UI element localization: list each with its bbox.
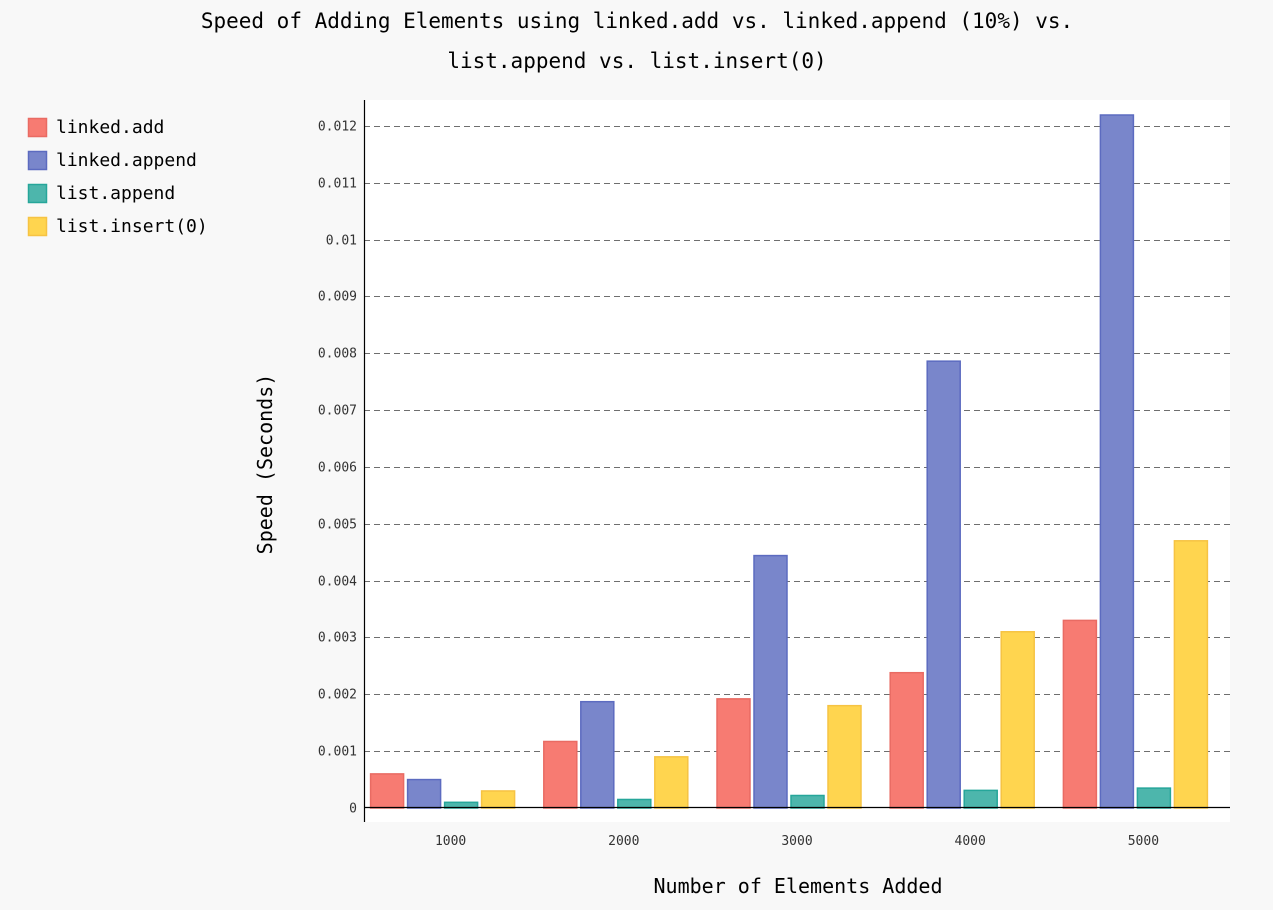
y-tick-labels: 0 0.001 0.002 0.003 0.004 0.005 0.006 0.007 0.00… xyxy=(318,120,357,817)
legend: linked.add linked.append list.append list.i… xyxy=(27,117,208,237)
y-tick-label: 0.011 xyxy=(318,177,357,192)
legend-swatch xyxy=(27,150,48,171)
bar-linked-append-1000 xyxy=(406,778,442,809)
bar-linked-add-5000 xyxy=(1062,619,1098,809)
bar-linked-add-3000 xyxy=(716,698,751,809)
bar-linked-append-3000 xyxy=(753,554,788,809)
bar-list-insert-0-3000 xyxy=(827,704,862,809)
legend-label: linked.append xyxy=(56,150,197,171)
bar-list-insert-0-5000 xyxy=(1173,540,1209,809)
x-tick-label: 3000 xyxy=(781,834,812,849)
gridlines xyxy=(364,126,1230,752)
y-tick-label: 0.01 xyxy=(326,234,357,249)
bar-list-append-5000 xyxy=(1136,787,1172,809)
bar-linked-add-1000 xyxy=(369,773,405,809)
chart-title-line-2: list.append vs. list.insert(0) xyxy=(447,49,826,73)
x-tick-label: 5000 xyxy=(1128,834,1159,849)
y-tick-label: 0.009 xyxy=(318,290,357,305)
y-axis-title: Speed (Seconds) xyxy=(253,374,277,555)
y-tick-label: 0.008 xyxy=(318,347,357,362)
y-tick-label: 0.001 xyxy=(318,745,357,760)
bar-linked-append-4000 xyxy=(926,360,961,809)
bar-list-insert-0-1000 xyxy=(480,790,516,809)
y-tick-label: 0.012 xyxy=(318,120,357,135)
bar-list-append-3000 xyxy=(790,794,825,809)
x-tick-label: 4000 xyxy=(955,834,986,849)
bar-linked-append-5000 xyxy=(1099,114,1135,809)
y-tick-label: 0.007 xyxy=(318,404,357,419)
bar-list-append-4000 xyxy=(963,789,998,809)
y-tick-label: 0.006 xyxy=(318,461,357,476)
y-tick-label: 0.002 xyxy=(318,688,357,703)
x-axis-title: Number of Elements Added xyxy=(654,874,943,898)
x-tick-labels: 1000 2000 3000 4000 5000 xyxy=(435,834,1159,849)
x-tick-label: 2000 xyxy=(608,834,639,849)
legend-label: linked.add xyxy=(56,117,164,138)
y-tick-label: 0.003 xyxy=(318,631,357,646)
legend-label: list.insert(0) xyxy=(56,216,208,237)
bar-list-insert-0-2000 xyxy=(654,756,689,809)
y-tick-label: 0 xyxy=(349,802,357,817)
bar-linked-append-2000 xyxy=(580,700,615,809)
y-tick-label: 0.005 xyxy=(318,518,357,533)
chart-title-line-1: Speed of Adding Elements using linked.ad… xyxy=(201,9,1073,33)
legend-swatch xyxy=(27,183,48,204)
legend-swatch xyxy=(27,117,48,138)
bar-list-insert-0-4000 xyxy=(1000,631,1035,809)
bar-list-append-2000 xyxy=(617,798,652,809)
legend-label: list.append xyxy=(56,183,175,204)
x-tick-label: 1000 xyxy=(435,834,466,849)
y-tick-label: 0.004 xyxy=(318,575,357,590)
bar-linked-add-4000 xyxy=(889,671,924,809)
bar-linked-add-2000 xyxy=(543,740,578,809)
legend-swatch xyxy=(27,216,48,237)
